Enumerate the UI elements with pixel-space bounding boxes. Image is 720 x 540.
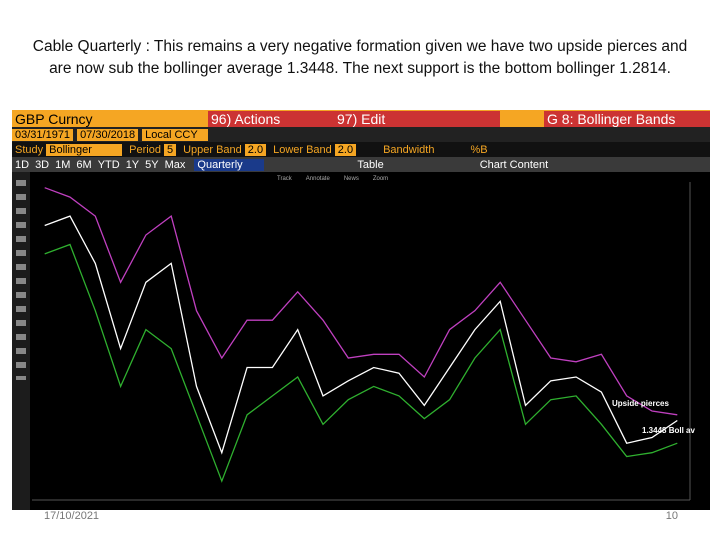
range[interactable]: 6M [76,158,92,171]
study-bar: Study Bollinger Period 5 Upper Band 2.0 … [12,142,710,157]
end-date[interactable]: 07/30/2018 [77,128,139,141]
chart: Upside pierces 1.3448 Boll av [32,182,695,501]
study-label: Study [15,143,44,156]
series-line [44,243,678,483]
date-bar: 03/31/1971 07/30/2018 Local CCY [12,127,710,142]
tool-icons[interactable] [16,180,26,380]
edit-menu[interactable]: 97) Edit [334,110,500,127]
range[interactable]: 1M [55,158,71,171]
actions-menu[interactable]: 96) Actions [208,110,334,127]
lower[interactable]: 2.0 [334,143,357,156]
slide-title: Cable Quarterly : This remains a very ne… [32,38,688,77]
currency[interactable]: Local CCY [142,128,209,141]
series-line [44,215,678,455]
tool[interactable]: Annotate [305,176,330,182]
range-bar: 1D 3D 1M 6M YTD 1Y 5Y Max Quarterly Tabl… [12,157,710,172]
security: GBP Curncy [15,110,93,127]
period-label: Period [129,143,161,156]
terminal-window: GBP Curncy 96) Actions 97) Edit G 8: Bol… [12,110,710,510]
function-name: G 8: Bollinger Bands [544,110,710,127]
annotation: Upside pierces [612,399,669,408]
series-line [44,187,678,416]
slide-date: 17/10/2021 [44,510,100,522]
tool[interactable]: News [343,176,359,182]
annotation: 1.3448 Boll av [642,426,695,435]
pctb[interactable]: %B [470,143,488,156]
page-number: 10 [665,510,678,522]
tool-row: Track Annotate News Zoom [277,174,417,184]
upper[interactable]: 2.0 [244,143,267,156]
range[interactable]: 5Y [145,158,159,171]
range[interactable]: 1Y [125,158,140,171]
bandwidth[interactable]: Bandwidth [383,143,435,156]
range[interactable]: 3D [35,158,50,171]
lower-label: Lower Band [273,143,332,156]
table-button[interactable]: Table [357,158,384,171]
study[interactable]: Bollinger [46,143,123,156]
range[interactable]: Max [164,158,186,171]
upper-label: Upper Band [183,143,242,156]
toolbar [12,172,30,510]
range[interactable]: YTD [97,158,120,171]
start-date[interactable]: 03/31/1971 [12,128,74,141]
frequency[interactable]: Quarterly [194,158,265,171]
header-bar: GBP Curncy 96) Actions 97) Edit G 8: Bol… [12,110,710,127]
chart-content[interactable]: Chart Content [479,158,549,171]
range[interactable]: 1D [15,158,30,171]
period[interactable]: 5 [163,143,177,156]
tool[interactable]: Zoom [372,176,389,182]
tool[interactable]: Track [277,176,292,182]
